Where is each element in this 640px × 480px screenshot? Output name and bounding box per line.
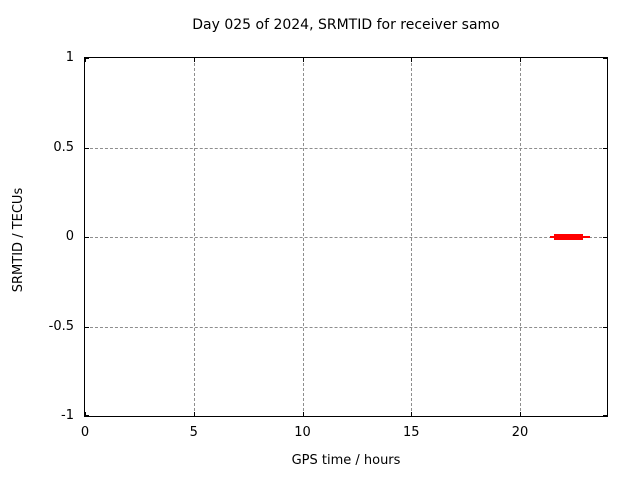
x-tick-label: 0 bbox=[80, 425, 90, 440]
srmtid-trace-thick-bar bbox=[553, 234, 584, 240]
grid-line-horizontal bbox=[85, 326, 607, 328]
x-tick-label: 10 bbox=[294, 425, 311, 440]
y-tick-mark-left bbox=[85, 58, 89, 59]
y-tick-label: -1 bbox=[61, 408, 74, 423]
y-tick-mark-right bbox=[603, 237, 607, 238]
y-tick-label: 0 bbox=[65, 229, 74, 244]
x-tick-mark-bottom bbox=[193, 412, 195, 416]
y-tick-mark-right bbox=[603, 415, 607, 416]
chart-title: Day 025 of 2024, SRMTID for receiver sam… bbox=[192, 17, 500, 33]
y-tick-label: 0.5 bbox=[53, 139, 74, 155]
y-tick-mark-left bbox=[85, 237, 89, 238]
y-tick-mark-right bbox=[603, 58, 607, 59]
x-tick-mark-bottom bbox=[520, 412, 521, 416]
x-tick-label: 20 bbox=[511, 425, 529, 440]
x-tick-mark-bottom bbox=[85, 412, 86, 416]
plot-area bbox=[84, 57, 608, 417]
x-tick-mark-top bbox=[193, 58, 195, 62]
x-tick-label: 15 bbox=[402, 425, 420, 440]
y-tick-mark-left bbox=[85, 415, 89, 416]
y-tick-label: 1 bbox=[65, 50, 74, 65]
x-tick-mark-bottom bbox=[302, 412, 304, 416]
x-tick-mark-top bbox=[411, 58, 413, 62]
x-tick-mark-top bbox=[520, 58, 521, 62]
y-tick-label: -0.5 bbox=[48, 318, 74, 334]
x-tick-mark-top bbox=[302, 58, 304, 62]
x-tick-mark-top bbox=[85, 58, 86, 62]
y-tick-mark-left bbox=[85, 326, 89, 328]
grid-line-horizontal bbox=[85, 147, 607, 149]
y-tick-mark-right bbox=[603, 326, 607, 328]
x-tick-label: 5 bbox=[189, 425, 198, 440]
y-tick-mark-left bbox=[85, 147, 89, 149]
y-tick-mark-right bbox=[603, 147, 607, 149]
grid-line-horizontal bbox=[85, 237, 607, 238]
x-axis-label: GPS time / hours bbox=[291, 453, 401, 468]
x-tick-mark-bottom bbox=[411, 412, 413, 416]
